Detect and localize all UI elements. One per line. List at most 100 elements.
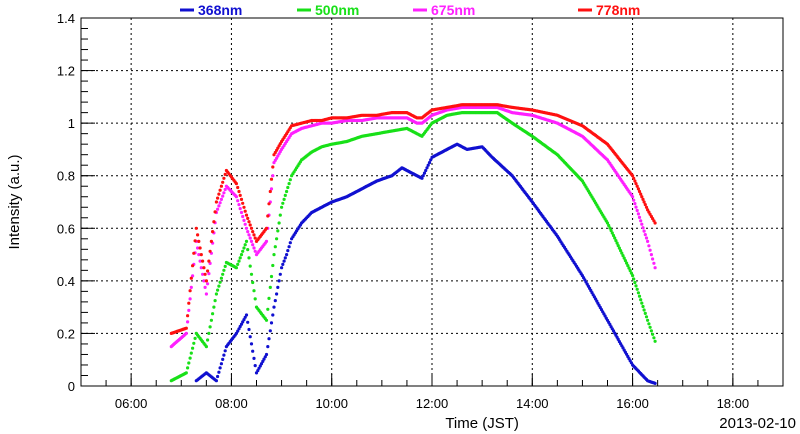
data-point bbox=[247, 327, 251, 332]
data-point bbox=[632, 277, 636, 281]
data-point bbox=[188, 289, 192, 293]
data-point bbox=[201, 259, 205, 263]
data-point bbox=[637, 189, 642, 194]
data-point bbox=[241, 201, 245, 205]
y-tick-label: 0.2 bbox=[57, 326, 75, 341]
data-point bbox=[249, 239, 254, 243]
data-point bbox=[242, 246, 246, 250]
data-point bbox=[239, 210, 244, 215]
data-point bbox=[209, 318, 213, 322]
data-point bbox=[639, 298, 643, 302]
data-point bbox=[286, 185, 290, 190]
data-point bbox=[206, 338, 210, 342]
data-point bbox=[234, 266, 238, 270]
data-point bbox=[246, 230, 250, 234]
data-point bbox=[264, 239, 269, 243]
axis-ticks bbox=[80, 17, 784, 387]
data-point bbox=[425, 166, 429, 170]
legend-label: 778nm bbox=[596, 2, 640, 18]
data-point bbox=[643, 203, 647, 207]
data-point bbox=[211, 230, 215, 234]
data-point bbox=[271, 165, 275, 169]
data-point bbox=[249, 272, 254, 276]
data-point bbox=[653, 221, 657, 225]
data-point bbox=[252, 246, 256, 250]
series-778nm bbox=[169, 103, 657, 335]
data-point bbox=[203, 272, 207, 276]
data-point bbox=[285, 253, 289, 257]
data-point bbox=[222, 353, 226, 357]
data-point bbox=[212, 220, 216, 224]
data-point bbox=[609, 228, 613, 233]
data-point bbox=[209, 239, 213, 243]
data-point bbox=[641, 226, 645, 230]
data-point bbox=[610, 231, 614, 235]
data-point bbox=[246, 248, 250, 252]
data-point bbox=[251, 230, 255, 234]
data-point bbox=[199, 266, 203, 270]
data-point bbox=[281, 262, 285, 266]
data-point bbox=[648, 325, 652, 329]
data-point bbox=[637, 215, 642, 219]
data-point bbox=[642, 200, 646, 204]
data-point bbox=[269, 177, 274, 181]
data-point bbox=[288, 178, 292, 182]
data-point bbox=[251, 349, 255, 353]
legend: 368nm 500nm 675nm 778nm bbox=[180, 2, 640, 18]
data-point bbox=[197, 253, 201, 257]
data-point bbox=[201, 272, 205, 276]
legend-label: 675nm bbox=[431, 2, 475, 18]
data-point bbox=[197, 239, 201, 243]
data-point bbox=[204, 279, 208, 283]
data-point bbox=[626, 264, 630, 268]
data-point bbox=[238, 193, 242, 197]
data-point bbox=[424, 168, 428, 173]
data-point bbox=[196, 233, 200, 237]
data-point bbox=[214, 200, 218, 204]
data-point bbox=[652, 336, 656, 340]
grid-lines bbox=[81, 18, 783, 386]
data-point bbox=[287, 245, 291, 249]
data-point bbox=[264, 226, 269, 230]
data-point bbox=[248, 223, 252, 227]
data-point bbox=[616, 244, 620, 248]
data-point bbox=[637, 294, 642, 298]
data-point bbox=[216, 196, 220, 200]
data-point bbox=[189, 351, 193, 355]
data-point bbox=[199, 253, 203, 257]
data-point bbox=[267, 296, 271, 300]
data-point bbox=[184, 331, 188, 335]
data-point bbox=[222, 268, 226, 272]
data-point bbox=[642, 229, 646, 233]
data-point bbox=[625, 261, 629, 265]
data-point bbox=[206, 269, 210, 273]
data-point bbox=[198, 246, 202, 250]
data-point bbox=[253, 249, 257, 253]
data-point bbox=[194, 226, 198, 230]
data-point bbox=[607, 223, 611, 228]
y-tick-label: 0 bbox=[68, 379, 75, 394]
data-point bbox=[239, 197, 244, 201]
data-point bbox=[213, 299, 217, 303]
data-point bbox=[218, 366, 222, 370]
data-point bbox=[244, 313, 249, 317]
data-point bbox=[608, 226, 612, 230]
data-point bbox=[636, 212, 641, 216]
series-500nm bbox=[169, 111, 657, 383]
data-point bbox=[252, 289, 256, 293]
data-point bbox=[281, 201, 285, 205]
data-point bbox=[283, 193, 287, 197]
data-point bbox=[241, 249, 245, 253]
data-point bbox=[251, 280, 255, 285]
data-point bbox=[269, 274, 274, 279]
legend-label: 368nm bbox=[198, 2, 242, 18]
data-point bbox=[249, 342, 254, 346]
data-point bbox=[611, 233, 616, 238]
y-tick-label: 0.4 bbox=[57, 274, 75, 289]
data-point bbox=[218, 201, 222, 205]
data-point bbox=[207, 331, 211, 335]
data-point bbox=[271, 313, 275, 317]
data-point bbox=[237, 189, 241, 194]
